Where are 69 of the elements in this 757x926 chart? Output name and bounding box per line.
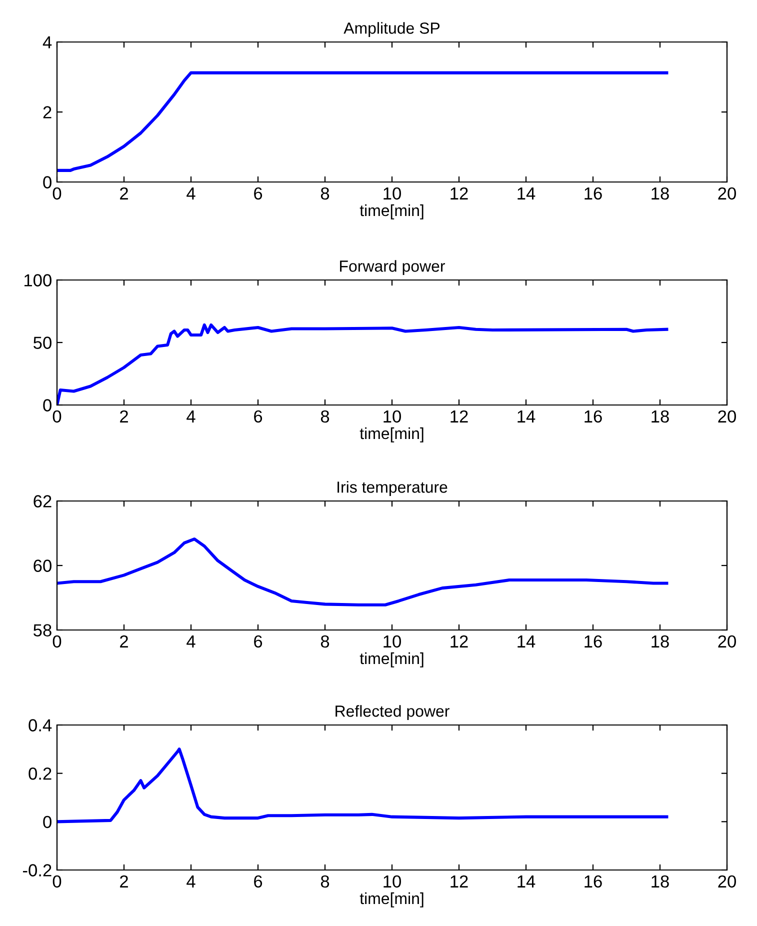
x-tick-label: 6 xyxy=(254,187,262,200)
x-tick-label: 16 xyxy=(584,187,602,200)
y-tick-label: 0 xyxy=(43,399,52,412)
y-tick-label: 0 xyxy=(43,176,52,188)
x-tick-label: 2 xyxy=(120,635,128,648)
x-axis-title: time[min] xyxy=(360,204,424,220)
x-tick-label: 10 xyxy=(384,875,401,888)
x-axis-title: time[min] xyxy=(360,427,424,442)
x-tick-label: 0 xyxy=(52,187,62,200)
x-tick-label: 12 xyxy=(450,187,468,200)
x-tick-label: 12 xyxy=(450,875,468,888)
x-tick-label: 8 xyxy=(320,635,330,648)
x-tick-label: 12 xyxy=(450,410,468,422)
y-tick-label: 4 xyxy=(42,36,52,48)
line-series xyxy=(57,748,668,824)
x-axis-title: time[min] xyxy=(360,652,424,668)
x-tick-label: 20 xyxy=(718,635,736,648)
x-tick-label: 10 xyxy=(384,635,401,648)
x-tick-label: 2 xyxy=(120,410,128,422)
x-tick-label: 16 xyxy=(584,635,602,648)
x-tick-label: 6 xyxy=(254,410,262,423)
x-tick-label: 18 xyxy=(652,635,669,648)
y-tick-label: 0.2 xyxy=(28,768,52,780)
y-tick-label: -0.2 xyxy=(22,864,52,876)
x-tick-label: 0 xyxy=(52,875,62,888)
y-tick-label: 0 xyxy=(43,816,52,828)
line-series xyxy=(57,538,668,606)
x-tick-label: 0 xyxy=(52,410,62,423)
x-tick-label: 12 xyxy=(450,635,468,648)
x-tick-label: 18 xyxy=(652,410,669,423)
x-tick-label: 6 xyxy=(254,875,262,888)
x-tick-label: 16 xyxy=(584,410,602,423)
chart-title: Amplitude SP xyxy=(344,22,440,37)
x-tick-label: 10 xyxy=(384,410,401,423)
x-tick-label: 20 xyxy=(718,187,736,200)
x-axis-title: time[min] xyxy=(360,892,424,908)
y-tick-label: 60 xyxy=(34,560,52,572)
x-tick-label: 2 xyxy=(120,187,128,200)
y-tick-label: 100 xyxy=(24,274,52,286)
chart-title: Reflected power xyxy=(336,705,450,720)
x-tick-label: 8 xyxy=(320,410,330,423)
y-tick-label: 0.4 xyxy=(28,719,52,732)
y-tick-label: 2 xyxy=(43,106,52,118)
x-tick-label: 4 xyxy=(186,636,196,648)
y-tick-label: 58 xyxy=(34,624,52,636)
x-tick-label: 0 xyxy=(52,635,62,648)
x-tick-label: 8 xyxy=(320,875,330,888)
x-tick-label: 18 xyxy=(652,187,669,200)
x-tick-label: 8 xyxy=(320,187,330,200)
x-tick-label: 4 xyxy=(186,410,196,422)
x-tick-label: 20 xyxy=(718,410,736,423)
x-tick-label: 4 xyxy=(186,188,196,200)
x-tick-label: 14 xyxy=(518,636,536,648)
line-series xyxy=(57,323,668,405)
x-tick-label: 18 xyxy=(652,875,669,888)
x-tick-label: 10 xyxy=(384,187,401,200)
y-tick-label: 50 xyxy=(34,336,52,349)
x-tick-label: 14 xyxy=(518,876,536,888)
x-tick-label: 6 xyxy=(254,635,262,648)
x-tick-label: 4 xyxy=(186,876,196,888)
x-tick-label: 2 xyxy=(120,875,128,888)
chart-title: Forward power xyxy=(340,260,445,275)
y-tick-label: 62 xyxy=(34,495,52,508)
x-tick-label: 14 xyxy=(518,188,536,200)
line-series xyxy=(57,71,668,172)
x-tick-label: 14 xyxy=(518,410,536,422)
x-tick-label: 16 xyxy=(584,875,602,888)
x-tick-label: 20 xyxy=(718,875,736,888)
chart-title: Iris temperature xyxy=(338,481,448,496)
